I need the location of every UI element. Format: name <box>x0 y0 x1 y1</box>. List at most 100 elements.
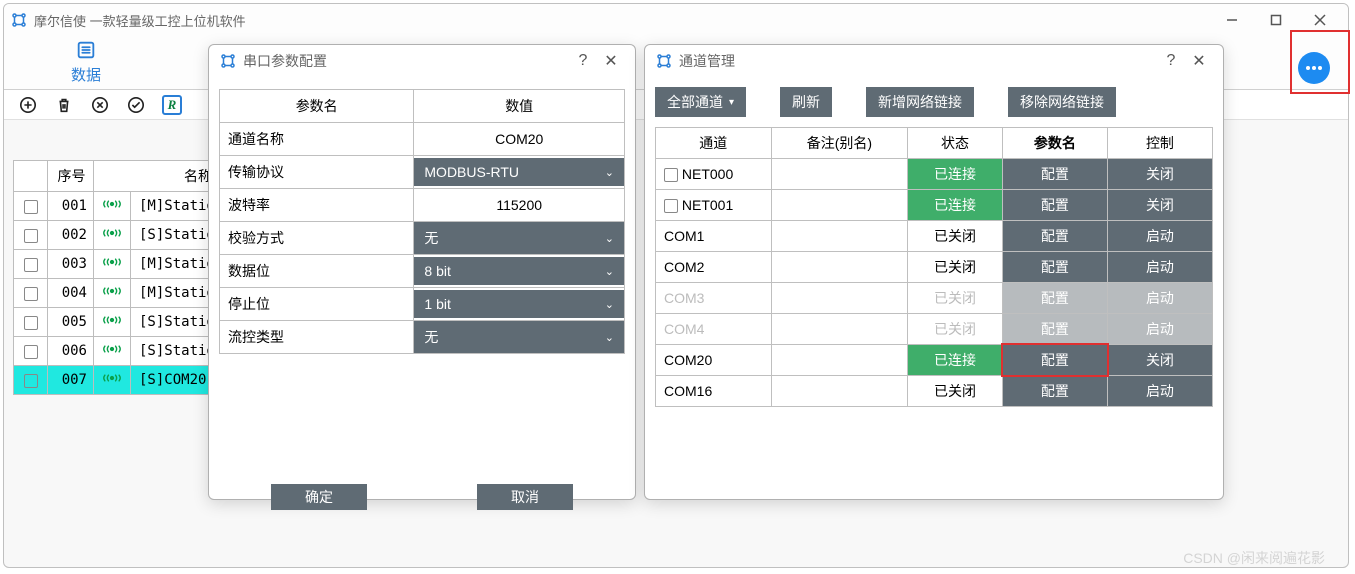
channel-row: COM20 已连接 配置 关闭 <box>656 345 1213 376</box>
titlebar: 摩尔信使 一款轻量级工控上位机软件 <box>4 4 1348 36</box>
channel-remark <box>771 345 908 376</box>
checkbox[interactable] <box>24 316 38 330</box>
col-control: 控制 <box>1107 128 1212 159</box>
cancel-icon[interactable] <box>90 95 110 115</box>
tab-data-label: 数据 <box>71 64 101 85</box>
channel-row: COM16 已关闭 配置 启动 <box>656 376 1213 407</box>
config-button[interactable]: 配置 <box>1003 252 1107 282</box>
channel-manager-dialog: 通道管理 ? ✕ 全部通道▾ 刷新 新增网络链接 移除网络链接 通道 备注(别名… <box>644 44 1224 500</box>
checkbox[interactable] <box>24 345 38 359</box>
channel-table: 通道 备注(别名) 状态 参数名 控制 NET000 已连接 配置 关闭 NET… <box>655 127 1213 407</box>
dialog-footer: 确定 取消 <box>219 484 625 510</box>
param-select[interactable]: 1 bit⌄ <box>414 290 624 318</box>
seq-cell: 001 <box>48 192 94 221</box>
float-action-button[interactable] <box>1298 52 1330 84</box>
checkbox[interactable] <box>24 374 38 388</box>
help-button[interactable]: ? <box>1157 47 1185 75</box>
config-button[interactable]: 配置 <box>1003 190 1107 220</box>
check-icon[interactable] <box>126 95 146 115</box>
delete-icon[interactable] <box>54 95 74 115</box>
refresh-button[interactable]: 刷新 <box>780 87 832 117</box>
param-value: COM20 <box>414 125 624 153</box>
window-controls <box>1210 6 1342 34</box>
rx-icon[interactable]: R <box>162 95 182 115</box>
app-logo-icon <box>219 52 237 70</box>
dialog-titlebar: 串口参数配置 ? ✕ <box>209 45 635 77</box>
param-value: 115200 <box>414 191 624 219</box>
config-button[interactable]: 配置 <box>1003 376 1107 406</box>
config-button[interactable]: 配置 <box>1003 221 1107 251</box>
serial-params-table: 参数名 数值 通道名称COM20传输协议MODBUS-RTU⌄波特率115200… <box>219 89 625 354</box>
add-net-button[interactable]: 新增网络链接 <box>866 87 974 117</box>
config-button[interactable]: 配置 <box>1003 283 1107 313</box>
col-seq: 序号 <box>48 161 94 192</box>
channel-name: COM1 <box>656 221 772 252</box>
param-select[interactable]: MODBUS-RTU⌄ <box>414 158 624 186</box>
control-button[interactable]: 启动 <box>1108 314 1212 344</box>
config-button[interactable]: 配置 <box>1003 314 1107 344</box>
channel-name: COM3 <box>656 283 772 314</box>
config-button[interactable]: 配置 <box>1003 345 1107 375</box>
signal-icon <box>94 308 131 337</box>
help-button[interactable]: ? <box>569 47 597 75</box>
channel-status: 已关闭 <box>908 283 1003 314</box>
control-button[interactable]: 启动 <box>1108 221 1212 251</box>
more-icon <box>1306 66 1322 70</box>
close-button[interactable]: ✕ <box>1185 47 1213 75</box>
close-button[interactable]: ✕ <box>597 47 625 75</box>
seq-cell: 006 <box>48 337 94 366</box>
chevron-down-icon: ⌄ <box>605 166 614 179</box>
channel-row: COM4 已关闭 配置 启动 <box>656 314 1213 345</box>
config-button[interactable]: 配置 <box>1003 159 1107 189</box>
checkbox[interactable] <box>24 287 38 301</box>
seq-cell: 007 <box>48 366 94 395</box>
param-row: 停止位1 bit⌄ <box>220 288 625 321</box>
control-button[interactable]: 启动 <box>1108 376 1212 406</box>
add-icon[interactable] <box>18 95 38 115</box>
checkbox[interactable] <box>664 168 678 182</box>
param-select[interactable]: 无⌄ <box>414 321 624 353</box>
channel-name: COM20 <box>656 345 772 376</box>
channel-status: 已连接 <box>908 159 1003 190</box>
channel-row: NET001 已连接 配置 关闭 <box>656 190 1213 221</box>
checkbox[interactable] <box>664 199 678 213</box>
control-button[interactable]: 关闭 <box>1108 345 1212 375</box>
param-name: 波特率 <box>220 189 414 222</box>
param-row: 通道名称COM20 <box>220 123 625 156</box>
remove-net-button[interactable]: 移除网络链接 <box>1008 87 1116 117</box>
channel-remark <box>771 190 908 221</box>
col-channel: 通道 <box>656 128 772 159</box>
serial-config-dialog: 串口参数配置 ? ✕ 参数名 数值 通道名称COM20传输协议MODBUS-RT… <box>208 44 636 500</box>
dialog-titlebar: 通道管理 ? ✕ <box>645 45 1223 77</box>
checkbox[interactable] <box>24 200 38 214</box>
cancel-button[interactable]: 取消 <box>477 484 573 510</box>
channel-status: 已关闭 <box>908 252 1003 283</box>
param-select[interactable]: 8 bit⌄ <box>414 257 624 285</box>
checkbox[interactable] <box>24 258 38 272</box>
close-button[interactable] <box>1298 6 1342 34</box>
param-name: 传输协议 <box>220 156 414 189</box>
col-param: 参数名 <box>1002 128 1107 159</box>
checkbox[interactable] <box>24 229 38 243</box>
seq-cell: 002 <box>48 221 94 250</box>
chevron-down-icon: ⌄ <box>605 265 614 278</box>
channel-remark <box>771 283 908 314</box>
maximize-button[interactable] <box>1254 6 1298 34</box>
all-channels-button[interactable]: 全部通道▾ <box>655 87 746 117</box>
param-select[interactable]: 无⌄ <box>414 222 624 254</box>
channel-remark <box>771 159 908 190</box>
channel-name: NET000 <box>656 159 772 190</box>
control-button[interactable]: 关闭 <box>1108 190 1212 220</box>
channel-remark <box>771 252 908 283</box>
param-row: 数据位8 bit⌄ <box>220 255 625 288</box>
signal-icon <box>94 337 131 366</box>
control-button[interactable]: 启动 <box>1108 283 1212 313</box>
param-name: 数据位 <box>220 255 414 288</box>
minimize-button[interactable] <box>1210 6 1254 34</box>
control-button[interactable]: 关闭 <box>1108 159 1212 189</box>
control-button[interactable]: 启动 <box>1108 252 1212 282</box>
channel-remark <box>771 314 908 345</box>
ok-button[interactable]: 确定 <box>271 484 367 510</box>
channel-status: 已连接 <box>908 190 1003 221</box>
tab-data[interactable]: 数据 <box>46 34 126 89</box>
